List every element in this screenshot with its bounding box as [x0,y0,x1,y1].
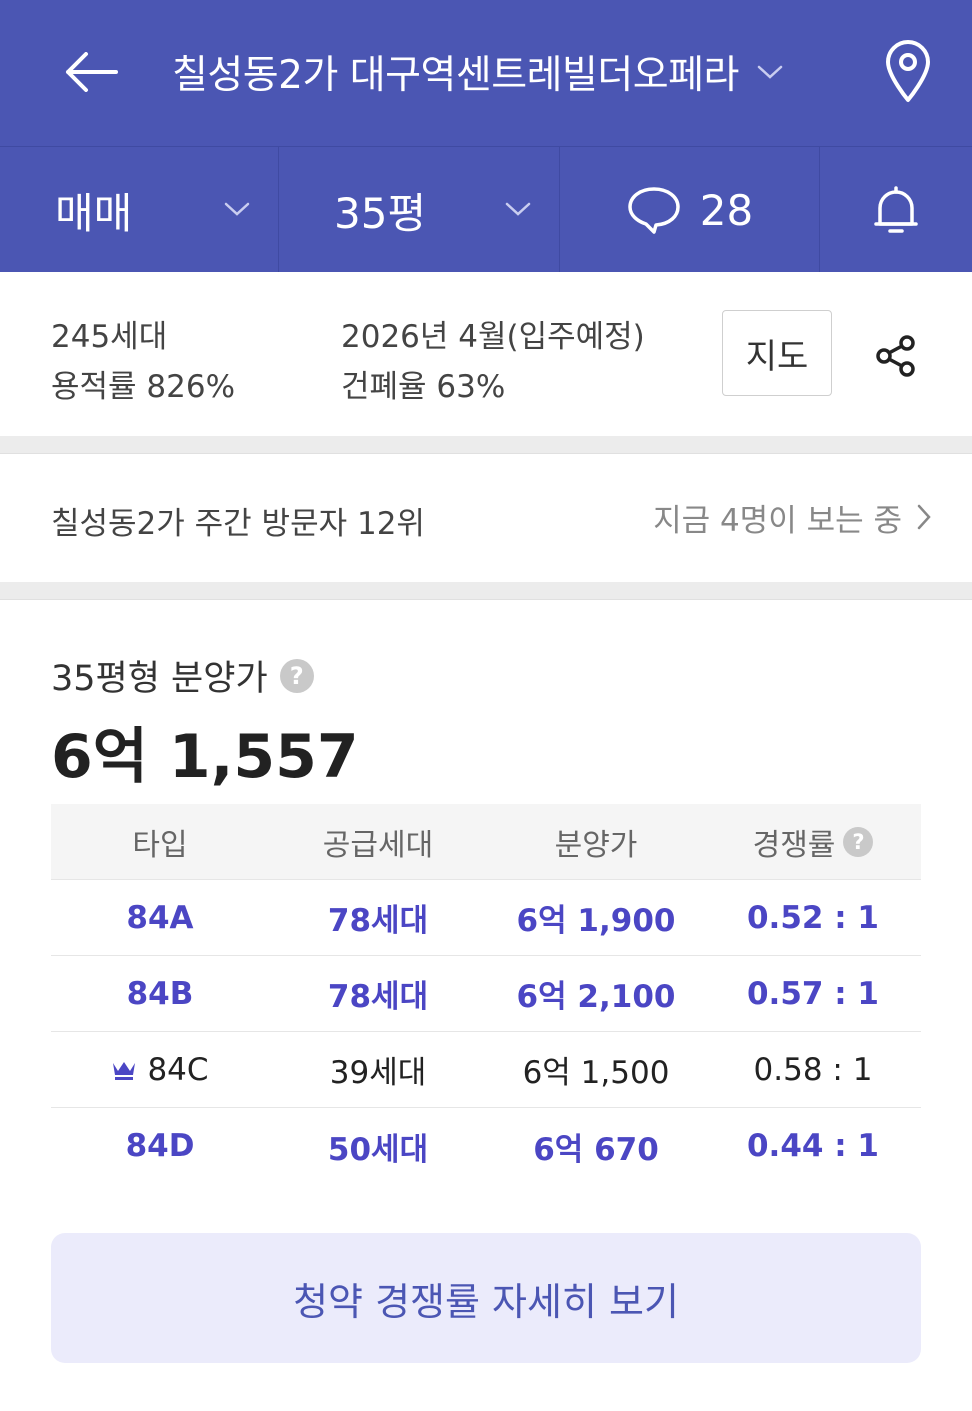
speech-bubble-icon [628,187,680,234]
supply-cell: 39세대 [329,1055,427,1091]
deal-type-label: 매매 [55,188,133,238]
ratio-cell: 0.57 : 1 [746,975,880,1012]
section-divider [0,582,972,600]
price-label: 35평형 분양가 ? [51,650,314,701]
visitor-rank-text: 칠성동2가 주간 방문자 12위 [51,506,425,542]
ratio-cell: 0.44 : 1 [746,1128,880,1164]
table-header: 타입 공급세대 분양가 경쟁률 ? [51,804,921,880]
notification-button[interactable] [820,147,972,273]
table-row[interactable]: 84A 78세대 6억 1,900 0.52 : 1 [51,880,921,956]
table-row[interactable]: 84B 78세대 6억 2,100 0.57 : 1 [51,956,921,1032]
comments-button[interactable]: 28 [560,147,820,273]
share-icon [876,335,915,377]
header-ratio: 경쟁률 ? [705,820,921,864]
table-row[interactable]: 84C 39세대 6억 1,500 0.58 : 1 [51,1032,921,1108]
price-label-text: 35평형 분양가 [51,659,268,699]
ratio-cell: 0.52 : 1 [746,899,880,936]
supply-table: 타입 공급세대 분양가 경쟁률 ? 84A 78세대 6억 1,900 0.52… [51,804,921,1184]
summary-col-left: 245세대 용적률 826% [51,312,235,412]
map-pin-icon [886,40,930,102]
crown-icon [111,1059,137,1081]
price-value: 6억 1,557 [51,722,359,792]
filter-bar: 매매 35평 28 [0,146,972,273]
floor-area-ratio-text: 용적률 826% [51,369,236,405]
chevron-down-icon [505,200,531,222]
share-button[interactable] [868,328,924,384]
size-label: 35평 [334,188,427,238]
price-cell: 6억 670 [533,1131,659,1168]
summary-col-right: 2026년 4월(입주예정) 건폐율 63% [341,312,645,412]
type-text: 84C [147,1051,209,1088]
supply-cell: 50세대 [327,1131,429,1168]
price-cell: 6억 1,500 [522,1055,670,1091]
help-icon[interactable]: ? [279,658,314,693]
size-dropdown[interactable]: 35평 [279,147,560,273]
bell-icon [874,186,918,233]
map-button[interactable]: 지도 [722,310,832,396]
supply-cell: 78세대 [327,903,429,939]
header-price: 분양가 [554,827,638,863]
arrow-left-icon [66,52,118,92]
comment-count: 28 [699,185,754,235]
chevron-down-icon [757,64,783,80]
complex-selector[interactable]: 칠성동2가 대구역센트레빌더오페라 [172,40,783,104]
building-coverage-text: 건폐율 63% [341,369,506,405]
visitor-rank-row: 칠성동2가 주간 방문자 12위 지금 4명이 보는 중 [0,454,972,582]
header-ratio-text: 경쟁률 [752,827,836,863]
back-button[interactable] [60,44,122,100]
type-cell: 84A [126,899,194,936]
chevron-right-icon [916,503,932,531]
complex-summary: 245세대 용적률 826% 2026년 4월(입주예정) 건폐율 63% 지도 [0,272,972,436]
top-app-bar: 칠성동2가 대구역센트레빌더오페라 [0,0,972,146]
header-type: 타입 [132,827,188,863]
move-in-text: 2026년 4월(입주예정) [341,319,645,355]
ratio-cell: 0.58 : 1 [753,1051,873,1088]
live-viewers-link[interactable]: 지금 4명이 보는 중 [653,494,932,540]
help-icon[interactable]: ? [843,826,874,857]
location-button[interactable] [880,38,936,106]
households-text: 245세대 [51,319,168,355]
supply-cell: 78세대 [327,979,429,1015]
price-cell: 6억 2,100 [516,979,676,1015]
type-cell: 84B [126,975,194,1012]
deal-type-dropdown[interactable]: 매매 [0,147,279,273]
section-divider [0,436,972,454]
price-cell: 6억 1,900 [516,903,676,939]
live-viewers-text: 지금 4명이 보는 중 [653,502,902,539]
sale-price-section: 35평형 분양가 ? 6억 1,557 타입 공급세대 분양가 경쟁률 ? 84… [0,600,972,1411]
page-title: 칠성동2가 대구역센트레빌더오페라 [172,53,739,98]
type-cell: 84D [125,1128,195,1164]
table-row[interactable]: 84D 50세대 6억 670 0.44 : 1 [51,1108,921,1184]
chevron-down-icon [224,200,250,222]
view-competition-details-button[interactable]: 청약 경쟁률 자세히 보기 [51,1233,921,1363]
type-cell: 84C [51,1052,269,1088]
header-supply: 공급세대 [322,827,434,863]
